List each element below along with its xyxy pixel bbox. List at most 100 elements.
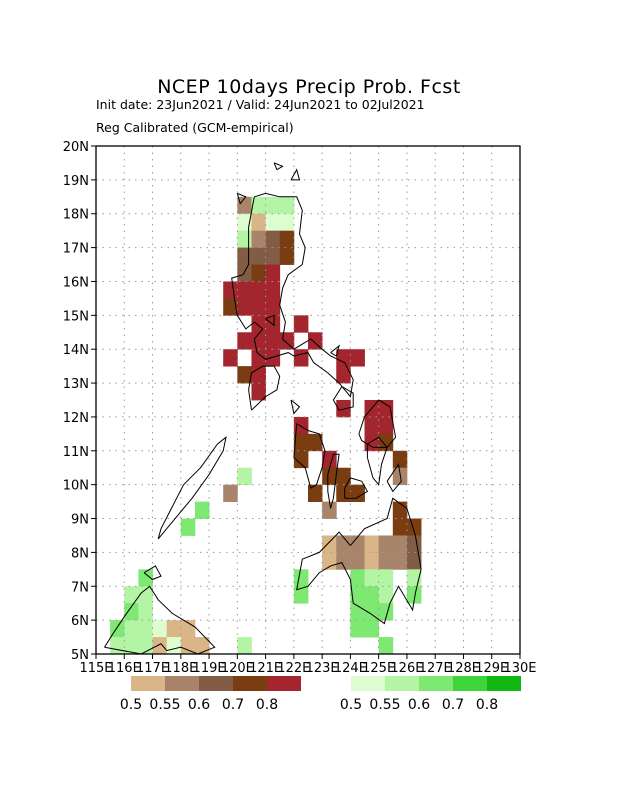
y-tick-label: 13N bbox=[63, 377, 89, 392]
coastline bbox=[265, 314, 275, 327]
probability-cell bbox=[152, 620, 168, 638]
probability-cell bbox=[237, 298, 252, 316]
coastlines bbox=[104, 162, 422, 655]
coastline bbox=[290, 168, 301, 181]
x-tick-label: 119E bbox=[193, 661, 226, 676]
probability-cell bbox=[138, 603, 153, 621]
y-tick-label: 6N bbox=[71, 614, 89, 629]
probability-cell bbox=[392, 501, 408, 519]
coastline bbox=[231, 192, 354, 398]
probability-cell bbox=[364, 603, 380, 621]
x-tick-label: 120E bbox=[221, 661, 254, 676]
coastline bbox=[273, 162, 284, 171]
legend-dry-label: 0.7 bbox=[222, 697, 244, 713]
probability-cell bbox=[364, 569, 380, 587]
probability-cell bbox=[237, 281, 252, 299]
probability-cell bbox=[350, 484, 365, 502]
probability-cell bbox=[237, 637, 252, 655]
probability-cell bbox=[378, 400, 394, 418]
probability-cell bbox=[392, 552, 408, 570]
legend-wet-swatch bbox=[453, 676, 487, 691]
probability-cell bbox=[124, 603, 139, 621]
legend-wet-swatch bbox=[351, 676, 385, 691]
map-title: NCEP 10days Precip Prob. Fcst bbox=[157, 76, 461, 98]
probability-cell bbox=[180, 518, 196, 536]
legend-dry-swatch bbox=[165, 676, 199, 691]
probability-cell bbox=[406, 586, 422, 604]
probability-cell bbox=[237, 366, 252, 384]
legend-wet-label: 0.6 bbox=[408, 697, 430, 713]
probability-cell bbox=[223, 349, 238, 367]
y-tick-label: 17N bbox=[63, 242, 89, 257]
longitude-ticks: 115E116E117E118E119E120E121E122E123E124E… bbox=[79, 654, 537, 676]
y-tick-label: 9N bbox=[71, 513, 89, 528]
legend-dry-label: 0.5 bbox=[120, 697, 142, 713]
legend-wet-label: 0.5 bbox=[340, 697, 362, 713]
legend-dry-swatch bbox=[267, 676, 301, 691]
probability-cell bbox=[392, 518, 408, 536]
probability-cell bbox=[378, 535, 394, 553]
coastline bbox=[104, 585, 216, 655]
legend-wet-label: 0.8 bbox=[476, 697, 498, 713]
y-tick-label: 16N bbox=[63, 275, 89, 290]
coastline bbox=[157, 436, 227, 540]
probability-cell bbox=[237, 332, 252, 350]
method-label: Reg Calibrated (GCM-empirical) bbox=[96, 120, 294, 135]
x-tick-label: 127E bbox=[419, 661, 452, 676]
probability-cell bbox=[251, 298, 266, 316]
probability-cell bbox=[166, 637, 182, 655]
probability-cell bbox=[279, 230, 295, 248]
probability-cell bbox=[265, 213, 281, 232]
y-tick-label: 10N bbox=[63, 479, 89, 494]
probability-cell bbox=[392, 450, 408, 469]
probability-cell bbox=[293, 569, 309, 587]
probability-cell bbox=[364, 552, 380, 570]
probability-cell bbox=[251, 196, 266, 215]
probability-cell bbox=[251, 332, 266, 350]
probability-cell bbox=[138, 586, 153, 604]
x-tick-label: 122E bbox=[277, 661, 310, 676]
y-tick-label: 18N bbox=[63, 208, 89, 223]
probability-cell bbox=[293, 349, 309, 367]
probability-cell bbox=[124, 586, 139, 604]
probability-cell bbox=[251, 247, 266, 265]
probability-cell bbox=[293, 586, 309, 604]
probability-cell bbox=[110, 637, 125, 655]
probability-cell bbox=[223, 298, 238, 316]
probability-cell bbox=[293, 450, 309, 469]
y-tick-label: 8N bbox=[71, 546, 89, 561]
probability-cell bbox=[378, 637, 394, 655]
x-tick-label: 117E bbox=[136, 661, 169, 676]
probability-cell bbox=[392, 535, 408, 553]
probability-cell bbox=[364, 620, 380, 638]
probability-cell bbox=[265, 298, 281, 316]
probability-cell bbox=[194, 501, 210, 519]
x-tick-label: 130E bbox=[503, 661, 536, 676]
probability-cell bbox=[336, 552, 351, 570]
probability-cell bbox=[350, 586, 365, 604]
probability-cell bbox=[265, 247, 281, 265]
map-frame bbox=[95, 145, 521, 655]
init-valid-dates: Init date: 23Jun2021 / Valid: 24Jun2021 … bbox=[96, 97, 425, 112]
probability-cell bbox=[194, 637, 210, 655]
legend-dry-label: 0.6 bbox=[188, 697, 210, 713]
probability-cell bbox=[378, 416, 394, 435]
x-tick-label: 124E bbox=[334, 661, 367, 676]
legend-wet-label: 0.7 bbox=[442, 697, 464, 713]
probability-cell bbox=[265, 349, 281, 367]
y-tick-label: 11N bbox=[63, 445, 89, 460]
probability-cell bbox=[265, 264, 281, 282]
coastline bbox=[358, 399, 397, 448]
probability-cell bbox=[223, 281, 238, 299]
coastline bbox=[366, 436, 388, 486]
probability-cell bbox=[308, 433, 323, 452]
x-tick-label: 118E bbox=[164, 661, 197, 676]
probability-cell bbox=[378, 586, 394, 604]
y-tick-label: 5N bbox=[71, 648, 89, 663]
coastline bbox=[330, 344, 340, 357]
probability-cell bbox=[265, 196, 281, 215]
probability-cell bbox=[251, 230, 266, 248]
probability-cell bbox=[237, 196, 252, 215]
legend-dry-label: 0.8 bbox=[256, 697, 278, 713]
probability-cell bbox=[293, 315, 309, 333]
